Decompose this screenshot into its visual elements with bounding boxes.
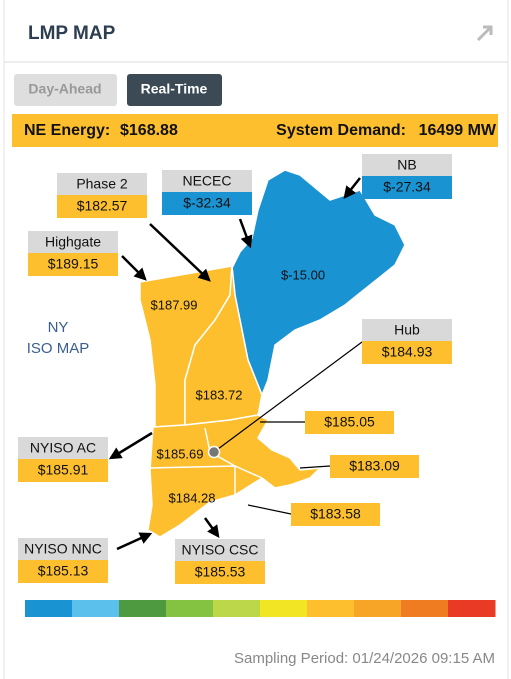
callout-label-box[interactable]: [18, 538, 108, 560]
zone-price: $184.28: [169, 490, 216, 505]
tab-label[interactable]: Day-Ahead: [28, 81, 101, 97]
zone-price: $-15.00: [281, 267, 325, 282]
title: LMP MAP: [28, 23, 116, 44]
demand-value: 16499 MW: [419, 122, 497, 139]
summary-bar: [12, 114, 498, 147]
tab-label[interactable]: Real-Time: [141, 81, 208, 97]
callout-price-box[interactable]: [162, 192, 252, 215]
zone-price: $187.99: [151, 297, 198, 312]
callout-price[interactable]: $185.13: [38, 563, 89, 579]
arrow: [116, 532, 153, 551]
expand-icon[interactable]: [476, 25, 493, 42]
connector: [247, 504, 292, 515]
callout-label-box[interactable]: [162, 170, 252, 192]
callout-label-box[interactable]: [28, 231, 118, 253]
price-tag-box[interactable]: [291, 503, 380, 526]
callout-name[interactable]: NB: [397, 157, 416, 173]
price-tag-box[interactable]: [305, 411, 394, 434]
callout-price-box[interactable]: [362, 176, 452, 199]
color-scale-segment: [354, 600, 402, 617]
callout-price[interactable]: $-27.34: [383, 179, 431, 195]
arrow: [343, 177, 361, 199]
zone-price: $185.69: [157, 446, 204, 461]
color-scale-segment: [213, 600, 261, 617]
callout-label-box[interactable]: [175, 539, 265, 561]
callout-price[interactable]: $189.15: [48, 256, 99, 272]
color-scale-segment: [25, 600, 73, 617]
ny-map-label[interactable]: NY: [48, 319, 69, 336]
hub-dot: [207, 445, 221, 459]
connector: [299, 465, 331, 469]
energy-value: $168.88: [120, 122, 178, 139]
color-scale-segment: [119, 600, 167, 617]
color-scale-segment: [401, 600, 449, 617]
zone-price: $183.72: [196, 387, 243, 402]
arrow: [121, 255, 147, 281]
callout-name[interactable]: Phase 2: [76, 176, 128, 192]
callout-price-box[interactable]: [57, 195, 147, 218]
color-scale-segment: [72, 600, 120, 617]
energy-label: NE Energy:: [24, 122, 110, 139]
price-tag[interactable]: $183.09: [349, 458, 400, 474]
color-scale-segment: [260, 600, 308, 617]
callout-label-box[interactable]: [18, 437, 108, 459]
connector: [213, 341, 363, 453]
callout-name[interactable]: Highgate: [45, 234, 101, 250]
callout-name[interactable]: Hub: [394, 322, 420, 338]
arrow: [108, 431, 153, 460]
callout-label-box[interactable]: [362, 319, 452, 341]
callout-price-box[interactable]: [28, 253, 118, 276]
tab[interactable]: Real-Time: [127, 74, 222, 106]
callout-price[interactable]: $-32.34: [183, 195, 231, 211]
tab-bg[interactable]: [127, 74, 222, 106]
arrow: [149, 223, 211, 282]
demand-label: System Demand:: [276, 122, 406, 139]
southern-new-england[interactable]: [147, 414, 323, 538]
tab[interactable]: Day-Ahead: [14, 74, 117, 106]
callout-label-box[interactable]: [57, 173, 147, 195]
callout-price[interactable]: $185.53: [195, 564, 246, 580]
arrow: [238, 218, 253, 249]
callout-price[interactable]: $185.91: [38, 462, 89, 478]
price-tag[interactable]: $183.58: [310, 506, 361, 522]
callout-price-box[interactable]: [18, 560, 108, 583]
callout-price-box[interactable]: [175, 561, 265, 584]
price-tag[interactable]: $185.05: [324, 414, 375, 430]
arrow: [203, 517, 220, 539]
callout-price[interactable]: $184.93: [382, 344, 433, 360]
callout-price[interactable]: $182.57: [77, 198, 128, 214]
sampling-period: Sampling Period: 01/24/2026 09:15 AM: [234, 650, 495, 667]
callout-price-box[interactable]: [18, 459, 108, 482]
tab-bg[interactable]: [14, 74, 117, 106]
callout-price-box[interactable]: [362, 341, 452, 364]
callout-label-box[interactable]: [362, 154, 452, 176]
ny-map-label[interactable]: ISO MAP: [27, 340, 90, 357]
color-scale-segment: [448, 600, 496, 617]
callout-name[interactable]: NYISO CSC: [181, 542, 258, 558]
map: $-15.00 $187.99 $183.72 $185.69 $184.28: [139, 169, 406, 538]
callout-name[interactable]: NYISO NNC: [24, 541, 102, 557]
color-scale-segment: [166, 600, 214, 617]
color-scale-segment: [307, 600, 355, 617]
price-tag-box[interactable]: [330, 455, 419, 478]
callout-name[interactable]: NYISO AC: [30, 440, 96, 456]
callout-name[interactable]: NECEC: [182, 173, 231, 189]
